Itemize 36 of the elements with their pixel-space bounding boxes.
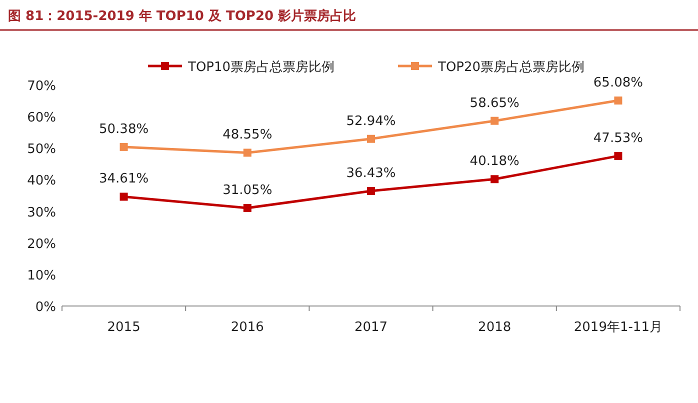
data-label: 47.53%	[593, 130, 643, 146]
x-tick-label: 2015	[107, 320, 140, 335]
x-tick-label: 2018	[478, 320, 512, 335]
y-tick-label: 60%	[27, 110, 56, 126]
point	[367, 134, 375, 143]
point	[367, 186, 375, 195]
point	[243, 204, 252, 212]
x-tick-label: 2016	[230, 320, 264, 335]
y-tick-label: 30%	[27, 205, 56, 220]
point	[243, 148, 252, 157]
data-label: 52.94%	[346, 114, 396, 129]
point	[120, 192, 128, 201]
data-label: 50.38%	[99, 122, 149, 137]
data-label: 48.55%	[222, 128, 272, 143]
data-label: 34.61%	[99, 172, 149, 187]
data-label: 31.05%	[222, 182, 272, 198]
y-tick-label: 0%	[35, 300, 56, 315]
y-tick-label: 10%	[27, 268, 56, 284]
y-tick-label: 40%	[27, 174, 56, 189]
legend-label: TOP20票房占总票房比例	[437, 59, 585, 75]
point	[120, 142, 128, 151]
point	[490, 116, 499, 125]
y-tick-label: 50%	[27, 142, 56, 158]
chart-title: 图 81：2015-2019 年 TOP10 及 TOP20 影片票房占比	[8, 8, 356, 24]
data-label: 65.08%	[593, 76, 643, 91]
point	[614, 152, 622, 160]
legend-label: TOP10票房占总票房比例	[187, 59, 335, 75]
point	[490, 175, 499, 184]
y-tick-label: 70%	[27, 79, 56, 94]
x-tick-label: 2019年1-11月	[574, 320, 662, 335]
x-tick-label: 2017	[354, 320, 388, 335]
y-tick-label: 20%	[27, 236, 56, 252]
data-label: 58.65%	[470, 96, 520, 111]
data-label: 40.18%	[470, 154, 520, 170]
data-label: 36.43%	[346, 166, 396, 181]
point	[614, 96, 622, 105]
